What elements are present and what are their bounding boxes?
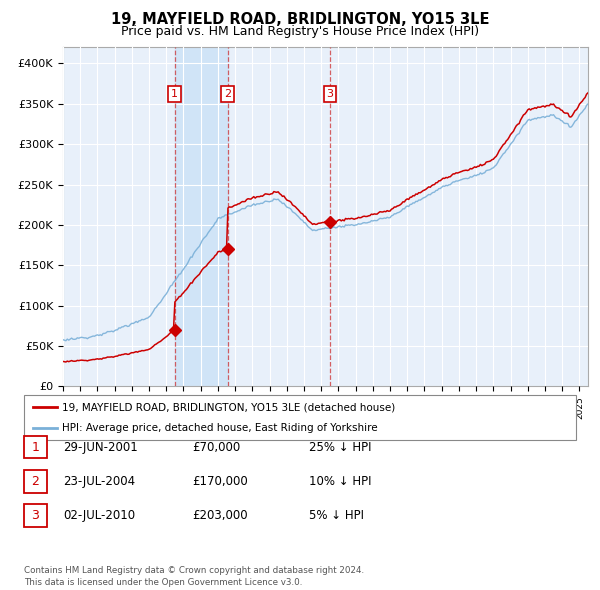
Text: 25% ↓ HPI: 25% ↓ HPI [309,441,371,454]
Text: £203,000: £203,000 [192,509,248,522]
Text: 19, MAYFIELD ROAD, BRIDLINGTON, YO15 3LE (detached house): 19, MAYFIELD ROAD, BRIDLINGTON, YO15 3LE… [62,402,395,412]
Text: 3: 3 [31,509,40,522]
Text: £70,000: £70,000 [192,441,240,454]
Text: Price paid vs. HM Land Registry's House Price Index (HPI): Price paid vs. HM Land Registry's House … [121,25,479,38]
Text: 1: 1 [31,441,40,454]
Text: 5% ↓ HPI: 5% ↓ HPI [309,509,364,522]
Text: 1: 1 [171,89,178,99]
Text: 29-JUN-2001: 29-JUN-2001 [63,441,138,454]
Text: 3: 3 [326,89,334,99]
Text: 2: 2 [31,475,40,488]
Text: 2: 2 [224,89,231,99]
Text: £170,000: £170,000 [192,475,248,488]
Text: Contains HM Land Registry data © Crown copyright and database right 2024.
This d: Contains HM Land Registry data © Crown c… [24,566,364,587]
Text: 23-JUL-2004: 23-JUL-2004 [63,475,135,488]
Bar [175,47,227,386]
Text: 02-JUL-2010: 02-JUL-2010 [63,509,135,522]
Text: 19, MAYFIELD ROAD, BRIDLINGTON, YO15 3LE: 19, MAYFIELD ROAD, BRIDLINGTON, YO15 3LE [111,12,489,27]
Text: 10% ↓ HPI: 10% ↓ HPI [309,475,371,488]
Text: HPI: Average price, detached house, East Riding of Yorkshire: HPI: Average price, detached house, East… [62,422,377,432]
